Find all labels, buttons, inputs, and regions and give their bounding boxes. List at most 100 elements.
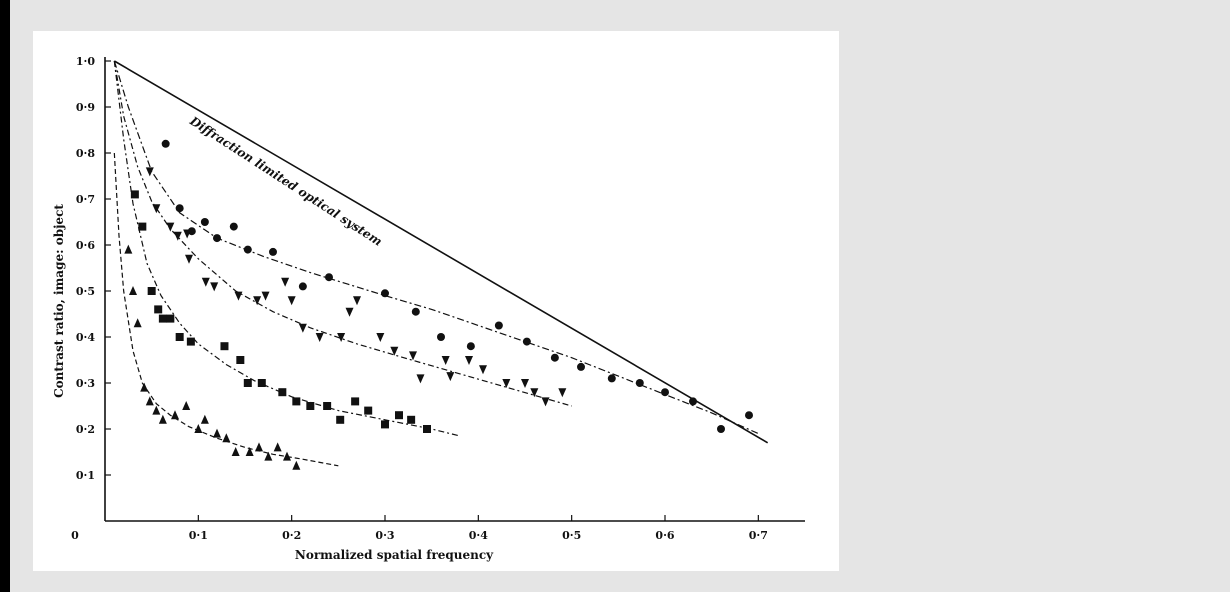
data-point-square [138, 222, 147, 231]
data-point-triangle-up [200, 414, 209, 424]
data-point-circle [607, 374, 616, 383]
data-point-triangle-down [281, 277, 290, 287]
data-point-square [395, 411, 403, 420]
x-tick-label: 0·6 [655, 529, 674, 542]
data-point-square [220, 342, 229, 351]
fit-curve-triangle-down [113, 60, 572, 407]
data-point-triangle-up [255, 442, 263, 452]
data-point-circle [661, 388, 669, 397]
data-point-triangle-down [390, 346, 399, 356]
data-point-circle [745, 411, 753, 420]
data-point-square [186, 337, 195, 346]
data-point-triangle-down [166, 222, 175, 232]
data-point-circle [635, 379, 644, 387]
data-point-square [243, 379, 252, 387]
data-point-triangle-down [261, 291, 270, 301]
data-point-triangle-down [479, 365, 487, 375]
data-point-triangle-down [446, 372, 455, 382]
data-point-triangle-up [213, 428, 221, 438]
diffraction-limit-line [113, 60, 769, 444]
y-tick-label: 0·1 [76, 469, 95, 482]
y-tick-label: 0·6 [76, 239, 95, 252]
data-point-square [154, 305, 163, 314]
data-point-square [292, 397, 301, 406]
data-point-square [147, 287, 156, 295]
data-point-triangle-down [465, 356, 473, 365]
data-point-triangle-down [183, 229, 192, 239]
data-point-triangle-up [145, 396, 154, 406]
data-point-triangle-up [158, 414, 167, 424]
data-point-circle [269, 247, 277, 256]
data-point-triangle-up [273, 442, 282, 452]
data-point-square [423, 425, 431, 433]
data-point-square [336, 415, 345, 424]
data-point-square [158, 314, 167, 323]
data-point-triangle-down [315, 333, 324, 342]
data-point-triangle-up [264, 451, 273, 461]
data-point-circle [200, 218, 209, 226]
data-point-square [323, 402, 332, 410]
data-point-triangle-down [416, 374, 425, 384]
data-point-triangle-down [287, 296, 296, 306]
data-point-square [351, 397, 360, 406]
y-tick-label: 0·4 [76, 331, 95, 344]
data-point-triangle-down [210, 282, 219, 292]
data-point-triangle-up [133, 318, 142, 328]
data-point-triangle-up [152, 405, 161, 415]
data-point-triangle-down [502, 379, 511, 388]
data-point-triangle-up [129, 286, 137, 295]
chart-curves [113, 60, 769, 467]
data-point-circle [381, 289, 389, 298]
chart-markers [124, 139, 753, 470]
data-point-square [175, 333, 184, 341]
y-tick-label: 0·3 [76, 377, 95, 390]
data-point-triangle-down [558, 388, 567, 398]
data-point-triangle-down [409, 351, 417, 361]
y-tick-label: 1·0 [76, 55, 95, 68]
data-point-square [130, 190, 139, 199]
left-black-border [0, 0, 10, 592]
data-point-circle [577, 362, 585, 371]
x-tick-label: 0·7 [749, 529, 768, 542]
data-point-triangle-down [345, 307, 354, 317]
data-point-triangle-down [441, 356, 450, 365]
data-point-square [278, 388, 287, 397]
data-point-circle [437, 333, 445, 341]
data-point-square [364, 406, 373, 415]
data-point-triangle-down [253, 296, 262, 306]
data-point-circle [522, 337, 531, 346]
data-point-square [381, 420, 389, 429]
data-point-triangle-down [337, 333, 346, 342]
data-point-square [166, 314, 175, 323]
data-point-circle [187, 227, 196, 236]
data-point-square [236, 356, 245, 364]
data-point-triangle-up [292, 460, 301, 470]
data-point-square [257, 379, 266, 387]
data-point-circle [161, 139, 170, 148]
fit-curve-square [113, 60, 460, 437]
data-point-triangle-down [521, 379, 529, 388]
chart-ticks: 0·1 0·2 0·3 0·4 0·5 0·6 0·7 0·1 0·2 0·3 0·4 0·5 0·6 0… [71, 55, 768, 542]
chart-axes [104, 57, 805, 522]
data-point-triangle-down [298, 323, 307, 333]
data-point-triangle-down [145, 167, 154, 177]
data-point-triangle-up [222, 433, 231, 443]
data-point-triangle-down [541, 397, 550, 407]
y-tick-label: 0·7 [76, 193, 95, 206]
chart-labels: Normalized spatial frequency Contrast rat… [52, 113, 494, 562]
x-tick-label: 0·3 [375, 529, 394, 542]
data-point-circle [325, 273, 333, 282]
data-point-triangle-down [201, 277, 210, 287]
data-point-circle [213, 234, 221, 243]
data-point-square [407, 415, 416, 424]
data-point-triangle-down [353, 296, 361, 306]
data-point-triangle-down [376, 333, 385, 342]
fit-curve-triangle-up [113, 152, 339, 467]
mtf-chart: 0·1 0·2 0·3 0·4 0·5 0·6 0·7 0·1 0·2 0·3 0·4 0·5 0·6 0… [52, 55, 805, 562]
data-point-circle [298, 282, 307, 291]
x-tick-label: 0·4 [469, 529, 488, 542]
y-tick-label: 0·9 [76, 101, 95, 114]
data-point-triangle-down [152, 204, 161, 214]
data-point-triangle-down [185, 254, 193, 264]
data-point-circle [466, 342, 475, 351]
